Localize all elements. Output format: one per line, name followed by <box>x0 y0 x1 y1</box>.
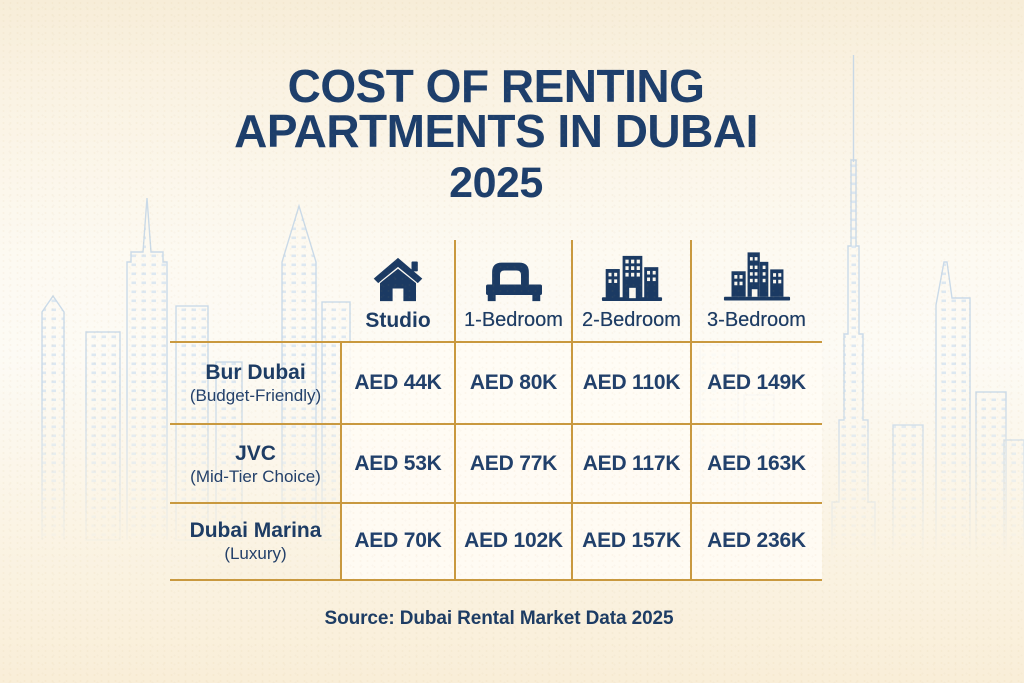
rent-value-cell: AED 102K <box>464 529 563 552</box>
rent-value-cell: AED 163K <box>707 451 806 475</box>
grid-line-horizontal <box>170 341 822 343</box>
grid-line-vertical <box>454 240 456 581</box>
rent-value-cell: AED 157K <box>582 529 681 552</box>
rent-value-cell: AED 77K <box>469 451 558 475</box>
page-title: COST OF RENTING APARTMENTS IN DUBAI 2025 <box>0 60 1008 207</box>
buildings-icon <box>601 242 663 302</box>
grid-line-vertical <box>571 240 573 581</box>
rent-value-cell: AED 110K <box>582 371 681 394</box>
column-header-1-bedroom: 1-Bedroom <box>455 242 572 342</box>
house-icon <box>371 242 425 302</box>
column-header-studio: Studio <box>341 242 455 342</box>
city-buildings-icon <box>723 242 791 302</box>
column-header-label: 3-Bedroom <box>707 309 806 331</box>
rent-value-cell: AED 236K <box>707 529 806 552</box>
table-cells-background <box>341 342 822 581</box>
rent-value-cell: AED 70K <box>354 529 442 552</box>
source-caption: Source: Dubai Rental Market Data 2025 <box>324 608 674 629</box>
bed-icon <box>483 242 545 302</box>
area-name: Bur Dubai <box>205 361 306 384</box>
row-label-jvc: JVC (Mid-Tier Choice) <box>170 424 341 503</box>
area-name: JVC <box>235 441 276 465</box>
grid-line-vertical <box>340 342 342 581</box>
rent-value-cell: AED 44K <box>354 371 442 394</box>
grid-line-horizontal <box>170 423 822 425</box>
rent-value-cell: AED 80K <box>469 371 558 394</box>
column-header-2-bedroom: 2-Bedroom <box>572 242 691 342</box>
column-header-label: Studio <box>365 309 431 332</box>
column-header-3-bedroom: 3-Bedroom <box>691 242 822 342</box>
title-year: 2025 <box>449 159 543 207</box>
grid-line-horizontal <box>170 579 822 581</box>
title-line-2: APARTMENTS IN DUBAI <box>234 105 758 157</box>
area-tier: (Mid-Tier Choice) <box>190 466 321 486</box>
grid-line-horizontal <box>170 502 822 504</box>
area-name: Dubai Marina <box>189 519 322 542</box>
column-header-label: 1-Bedroom <box>464 309 563 331</box>
rent-value-cell: AED 149K <box>707 371 806 394</box>
area-tier: (Budget-Friendly) <box>189 386 322 405</box>
row-label-dubai-marina: Dubai Marina (Luxury) <box>170 503 341 579</box>
row-label-bur-dubai: Bur Dubai (Budget-Friendly) <box>170 342 341 424</box>
title-line-1: COST OF RENTING <box>287 60 705 112</box>
grid-line-vertical <box>690 240 692 581</box>
area-tier: (Luxury) <box>224 544 287 563</box>
rent-table: Studio 1-Bedroom <box>170 238 822 581</box>
rent-value-cell: AED 117K <box>582 451 681 475</box>
rent-value-cell: AED 53K <box>354 451 442 475</box>
column-header-label: 2-Bedroom <box>582 309 681 331</box>
